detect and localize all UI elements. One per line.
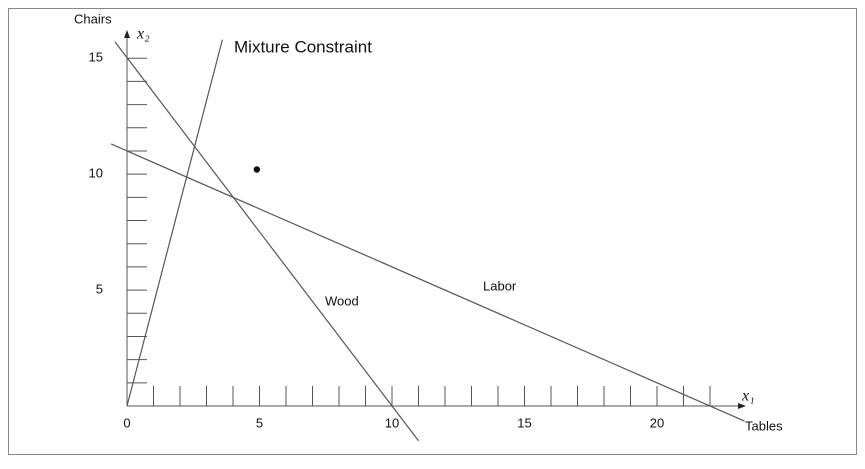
y-tick-label: 15 [89, 50, 103, 65]
series-label: Labor [483, 278, 517, 293]
x-tick-label: 20 [650, 415, 664, 430]
x-tick-label: 0 [123, 415, 130, 430]
y-tick-label: 10 [89, 166, 103, 181]
x-axis-symbol: x₁ [741, 388, 755, 405]
x-tick-label: 5 [256, 415, 263, 430]
y-axis-label: Chairs [74, 11, 112, 26]
y-axis-arrow [124, 30, 130, 38]
point [253, 166, 261, 173]
constraint-line [110, 143, 745, 422]
x-axis-arrow [738, 403, 746, 409]
constraint-line [114, 41, 419, 442]
y-tick-label: 5 [96, 282, 103, 297]
y-axis-symbol: x₂ [136, 26, 150, 43]
series-label: Wood [325, 293, 359, 308]
x-tick-label: 15 [517, 415, 531, 430]
series-label: Mixture Constraint [234, 37, 372, 56]
x-axis-label: Tables [745, 418, 783, 433]
constraint-line [126, 39, 223, 407]
frame [8, 8, 857, 455]
x-tick-label: 10 [385, 415, 399, 430]
